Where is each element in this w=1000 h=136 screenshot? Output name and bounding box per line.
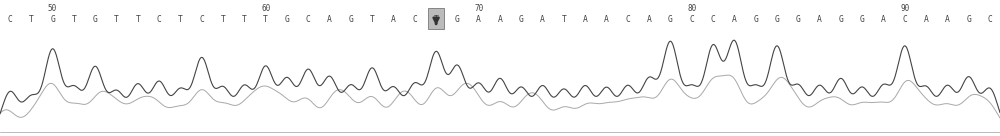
Text: A: A <box>604 15 609 24</box>
Text: A: A <box>476 15 481 24</box>
Text: T: T <box>221 15 225 24</box>
Text: C: C <box>157 15 162 24</box>
Text: A: A <box>647 15 652 24</box>
Text: A: A <box>583 15 588 24</box>
Text: T: T <box>561 15 566 24</box>
FancyBboxPatch shape <box>428 8 444 29</box>
Text: G: G <box>668 15 673 24</box>
Text: A: A <box>540 15 545 24</box>
Text: T: T <box>114 15 119 24</box>
Text: C: C <box>306 15 311 24</box>
Text: A: A <box>327 15 332 24</box>
Text: A: A <box>498 15 502 24</box>
Text: T: T <box>434 15 439 24</box>
Text: 60: 60 <box>261 4 270 13</box>
Text: G: G <box>860 15 865 24</box>
Text: G: G <box>285 15 289 24</box>
Text: G: G <box>796 15 801 24</box>
Text: C: C <box>711 15 715 24</box>
Text: C: C <box>902 15 907 24</box>
Text: A: A <box>924 15 929 24</box>
Text: G: G <box>348 15 353 24</box>
Text: A: A <box>881 15 886 24</box>
Text: T: T <box>178 15 183 24</box>
Text: G: G <box>93 15 98 24</box>
Text: G: G <box>838 15 843 24</box>
Text: 90: 90 <box>900 4 909 13</box>
Text: T: T <box>29 15 34 24</box>
Text: 70: 70 <box>474 4 483 13</box>
Text: T: T <box>135 15 140 24</box>
Text: C: C <box>8 15 12 24</box>
Text: G: G <box>455 15 460 24</box>
Text: T: T <box>370 15 375 24</box>
Text: T: T <box>263 15 268 24</box>
Text: A: A <box>945 15 950 24</box>
Text: C: C <box>199 15 204 24</box>
Text: 50: 50 <box>48 4 57 13</box>
Text: A: A <box>391 15 396 24</box>
Text: A: A <box>732 15 737 24</box>
Text: C: C <box>689 15 694 24</box>
Text: G: G <box>50 15 55 24</box>
Text: A: A <box>817 15 822 24</box>
Text: C: C <box>625 15 630 24</box>
Text: C: C <box>988 15 992 24</box>
Text: G: G <box>519 15 524 24</box>
Text: 80: 80 <box>687 4 696 13</box>
Text: G: G <box>753 15 758 24</box>
Text: G: G <box>966 15 971 24</box>
Text: T: T <box>242 15 247 24</box>
Text: G: G <box>775 15 779 24</box>
Text: C: C <box>412 15 417 24</box>
Text: T: T <box>71 15 76 24</box>
